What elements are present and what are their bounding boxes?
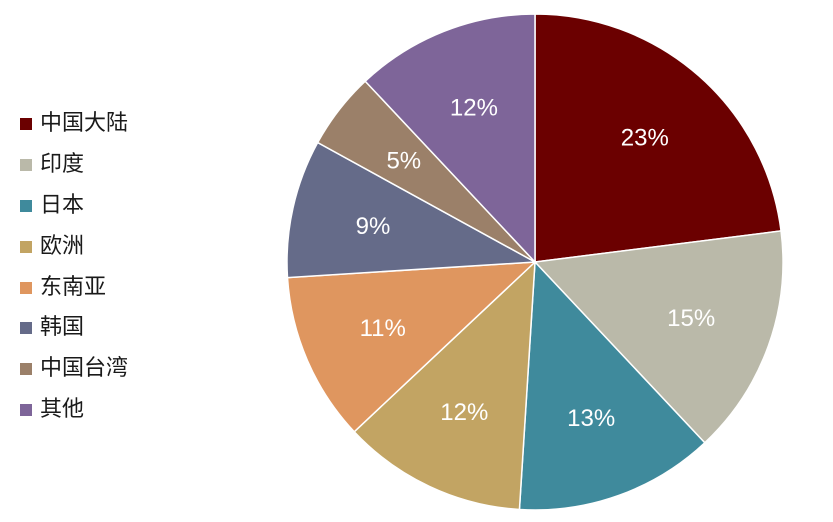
legend-label: 印度 [40, 152, 85, 178]
legend-label: 中国台湾 [40, 356, 129, 382]
pie-slice [286, 141, 538, 279]
legend-swatch [20, 363, 32, 376]
legend-label: 韩国 [40, 315, 85, 341]
slice-data-label: 12% [450, 95, 498, 122]
legend-item: 东南亚 [20, 267, 128, 308]
pie-slice [364, 13, 536, 264]
slice-data-label: 23% [621, 125, 669, 152]
legend-item: 中国台湾 [20, 349, 128, 390]
pie-slice [533, 230, 784, 444]
pie-slice [534, 13, 782, 263]
pie-slice [286, 261, 538, 433]
slice-data-label: 9% [356, 213, 391, 240]
legend-item: 日本 [20, 186, 128, 227]
legend-label: 东南亚 [40, 274, 107, 300]
legend-item: 欧洲 [20, 226, 128, 267]
legend-item: 其他 [20, 390, 128, 431]
legend-swatch [20, 322, 32, 335]
slice-data-label: 12% [440, 399, 488, 426]
slice-data-label: 11% [360, 315, 406, 342]
legend-swatch [20, 118, 32, 131]
slice-data-label: 15% [667, 305, 715, 332]
legend-swatch [20, 281, 32, 294]
pie-slice [353, 260, 536, 511]
legend-swatch [20, 199, 32, 212]
legend-item: 印度 [20, 145, 128, 186]
legend-label: 日本 [40, 192, 85, 218]
legend-label: 中国大陆 [40, 111, 129, 137]
pie-slice [518, 260, 706, 511]
legend-item: 韩国 [20, 308, 128, 349]
legend-label: 其他 [40, 396, 85, 422]
legend-item: 中国大陆 [20, 104, 128, 145]
slice-data-label: 5% [386, 147, 421, 174]
legend-label: 欧洲 [40, 233, 85, 259]
legend-swatch [20, 240, 32, 253]
slice-data-label: 13% [567, 405, 615, 432]
legend-swatch [20, 159, 32, 172]
legend: 中国大陆印度日本欧洲东南亚韩国中国台湾其他 [20, 104, 128, 430]
legend-swatch [20, 403, 32, 416]
